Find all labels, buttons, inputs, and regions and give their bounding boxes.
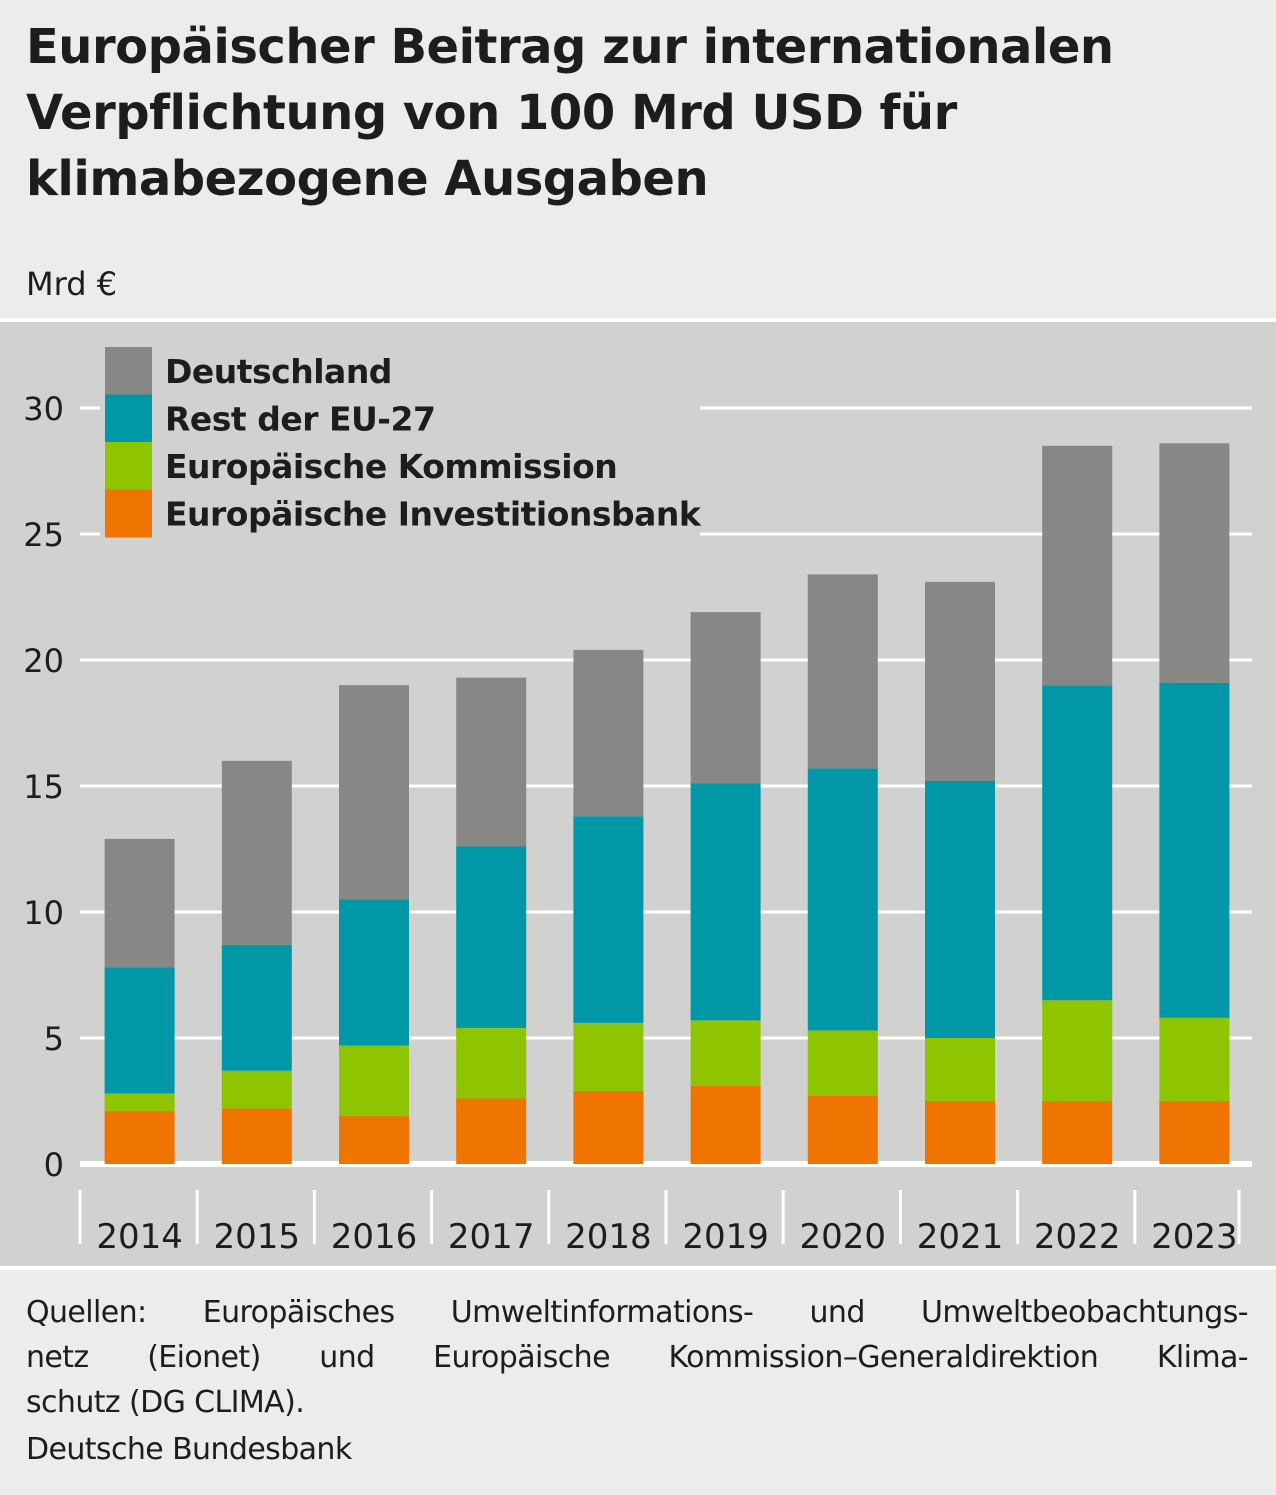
chart-header: Europäischer Beitrag zur internationalen… [0,0,1276,318]
bar-segment-europ-ische-investitionsbank [1042,1101,1113,1164]
bar-segment-rest-der-eu-27 [1042,685,1113,1001]
y-tick-label: 20 [23,642,64,680]
legend-label: Europäische Kommission [165,447,617,486]
publisher-label: Deutsche Bundesbank [26,1432,352,1467]
bar-segment-deutschland [456,677,527,847]
bar-segment-rest-der-eu-27 [690,783,761,1021]
bar-segment-rest-der-eu-27 [221,944,292,1071]
bar-segment-europ-ische-kommission [925,1038,995,1101]
bar-segment-europ-ische-investitionsbank [104,1111,175,1164]
stacked-bar-chart: 0 5 10 15 20 25 30 2014 2015 2016 2017 2018 2019 202… [23,342,1252,1257]
x-tick-label: 2021 [917,1217,1004,1257]
bar-segment-europ-ische-kommission [221,1070,292,1109]
x-tick-label: 2019 [682,1217,769,1257]
bar-segment-europ-ische-kommission [690,1020,761,1086]
bar-segment-europ-ische-kommission [573,1022,644,1091]
sources-line: Quellen: Europäisches Umweltinformations… [26,1295,1249,1330]
y-tick-label: 5 [44,1020,64,1058]
legend-swatch [105,489,152,538]
x-tick-label: 2023 [1151,1217,1238,1257]
legend-label: Deutschland [165,352,392,391]
bar-segment-europ-ische-investitionsbank [456,1098,527,1164]
y-tick-label: 10 [23,894,64,932]
unit-label: Mrd € [26,265,118,303]
bar-segment-rest-der-eu-27 [807,768,878,1031]
bar-segment-europ-ische-kommission [1159,1017,1230,1101]
sources-line: netz (Eionet) und Europäische Kommission… [26,1340,1249,1375]
bar-segment-deutschland [690,612,761,784]
chart-footer: Quellen: Europäisches Umweltinformations… [0,1270,1276,1495]
sources-note: Quellen: Europäisches Umweltinformations… [26,1290,1249,1425]
plot-area: 0 5 10 15 20 25 30 2014 2015 2016 2017 2018 2019 202… [0,322,1276,1266]
bar-segment-deutschland [221,760,292,945]
bar-segment-europ-ische-investitionsbank [807,1095,878,1164]
x-tick-label: 2018 [565,1217,652,1257]
chart-title: Europäischer Beitrag zur internationalen… [26,19,1114,207]
y-axis-ticks: 0 5 10 15 20 25 30 [23,390,64,1184]
bar-segment-deutschland [807,574,878,769]
bar-segment-europ-ische-investitionsbank [573,1090,644,1164]
separator-top [0,318,1276,322]
bar-segment-deutschland [925,581,995,781]
x-tick-label: 2020 [800,1217,887,1257]
sources-line: schutz (DG CLIMA). [26,1385,305,1420]
bar-segment-rest-der-eu-27 [456,846,527,1028]
legend: Deutschland Rest der EU-27 Europäische Kom… [100,342,702,540]
y-tick-label: 25 [23,516,64,554]
y-tick-label: 30 [23,390,64,428]
bar-segment-deutschland [104,838,175,968]
bar-segment-rest-der-eu-27 [104,967,175,1094]
x-axis: 2014 2015 2016 2017 2018 2019 2020 2021 2022 2023 [78,1190,1241,1257]
legend-label: Europäische Investitionsbank [165,495,702,534]
x-tick-label: 2016 [331,1217,418,1257]
x-tick-label: 2015 [214,1217,301,1257]
bar-segment-europ-ische-investitionsbank [221,1108,292,1164]
bar-segment-deutschland [339,685,409,900]
bar-segment-europ-ische-investitionsbank [690,1085,761,1164]
bar-segment-rest-der-eu-27 [1159,682,1230,1018]
bar-segment-europ-ische-investitionsbank [339,1116,409,1164]
bar-segment-rest-der-eu-27 [339,899,409,1046]
bar-segment-europ-ische-kommission [1042,1000,1113,1101]
legend-swatch [105,394,152,443]
bar-segment-deutschland [573,649,644,817]
bar-segment-deutschland [1159,443,1230,683]
bar-segment-europ-ische-investitionsbank [925,1101,995,1164]
bar-segment-europ-ische-kommission [807,1030,878,1096]
legend-swatch [105,442,152,490]
x-tick-label: 2014 [96,1217,183,1257]
bar-segment-europ-ische-kommission [104,1093,175,1112]
x-tick-label: 2022 [1034,1217,1121,1257]
bar-segment-europ-ische-kommission [339,1045,409,1117]
bar-segment-europ-ische-investitionsbank [1159,1101,1230,1164]
bar-segment-deutschland [1042,445,1113,686]
bar-segment-rest-der-eu-27 [573,816,644,1023]
bar-segment-rest-der-eu-27 [925,780,995,1038]
separator-bottom [0,1266,1276,1270]
x-tick-label: 2017 [448,1217,535,1257]
y-tick-label: 15 [23,768,64,806]
legend-label: Rest der EU-27 [165,400,435,439]
bars [104,443,1230,1164]
legend-background [100,342,700,540]
legend-swatch [105,347,152,395]
y-tick-label: 0 [44,1146,64,1184]
bar-segment-europ-ische-kommission [456,1027,527,1099]
